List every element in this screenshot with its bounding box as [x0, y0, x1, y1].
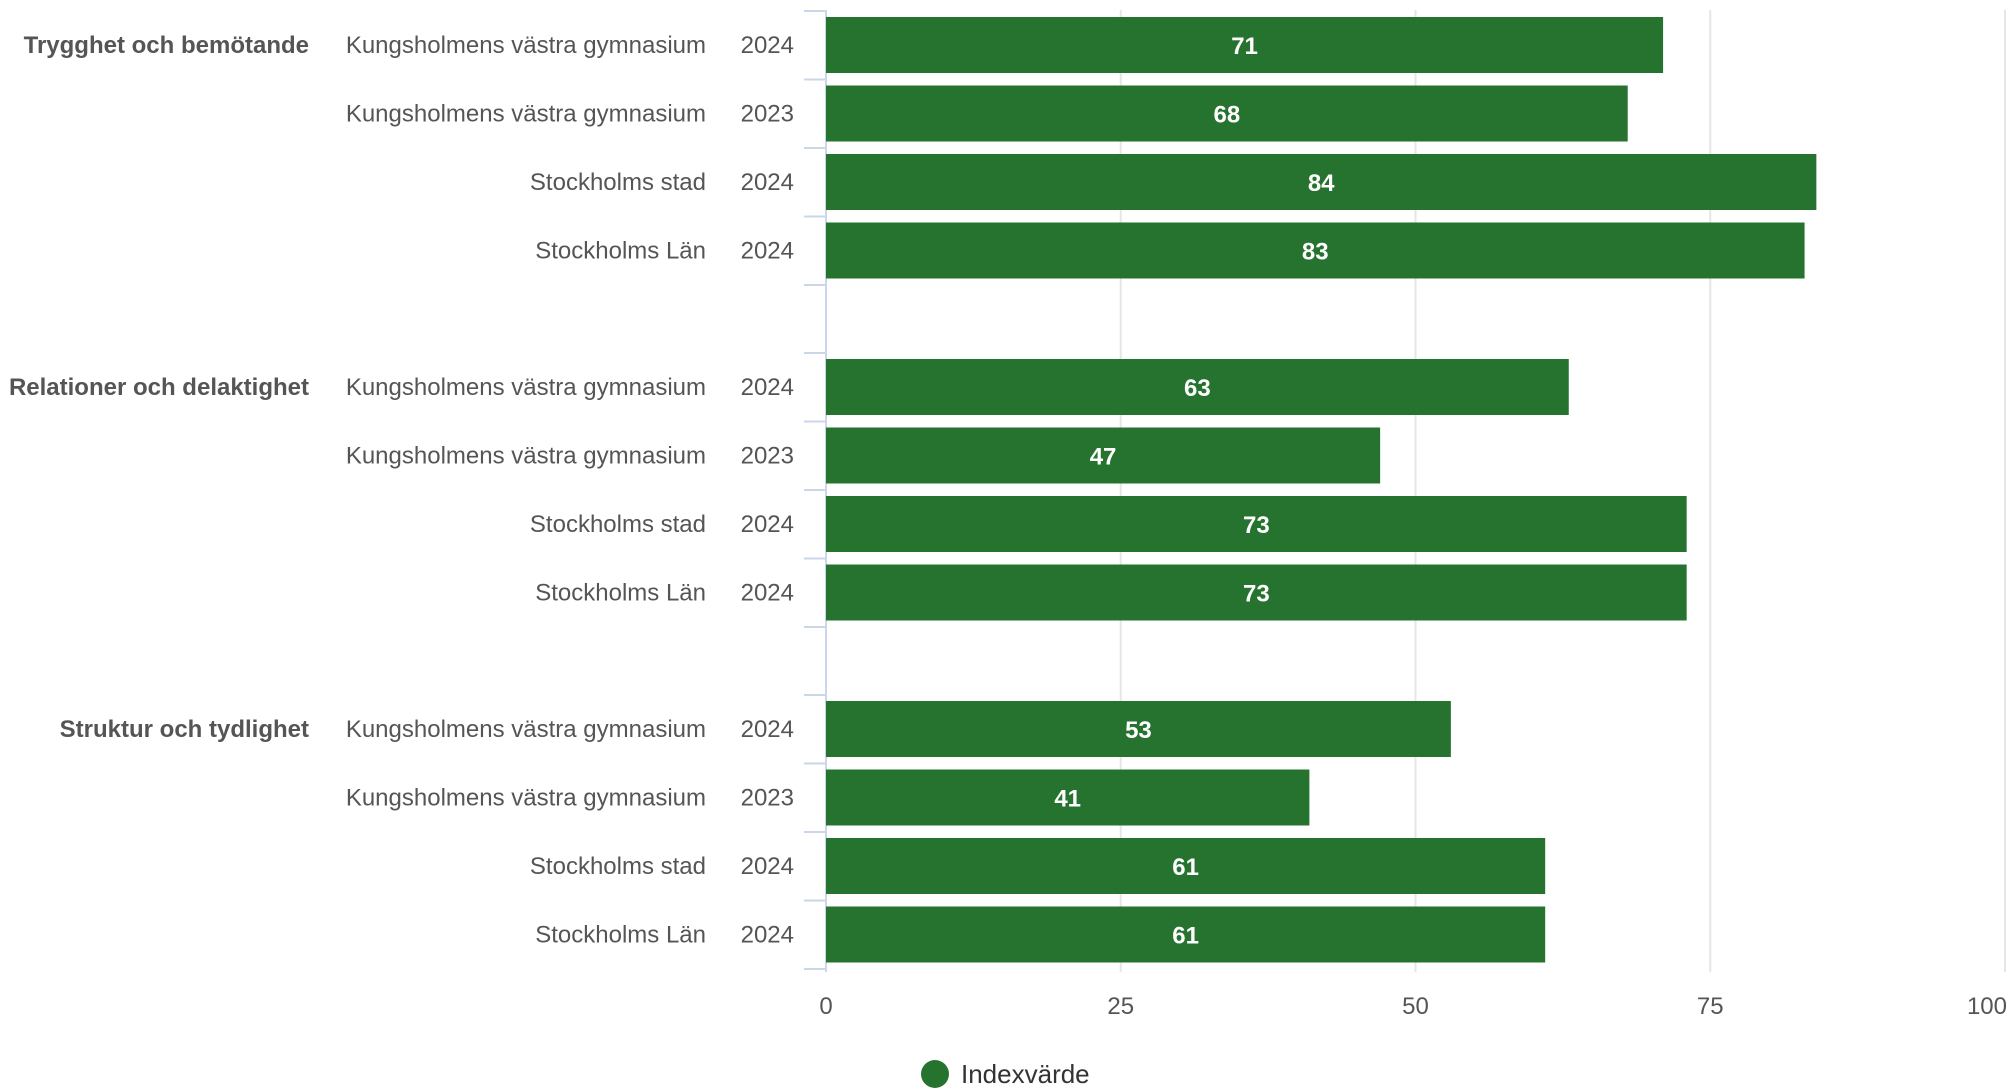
year-label: 2024	[741, 169, 794, 196]
entity-label: Stockholms stad	[530, 169, 706, 196]
bar-value-label: 61	[1172, 923, 1199, 950]
bar	[826, 496, 1687, 552]
year-label: 2024	[741, 511, 794, 538]
year-label: 2023	[741, 101, 794, 128]
group-label: Relationer och delaktighet	[9, 374, 309, 401]
bar-value-label: 41	[1054, 786, 1081, 813]
bar	[826, 427, 1381, 484]
entity-label: Kungsholmens västra gymnasium	[346, 785, 706, 812]
year-label: 2024	[741, 716, 794, 743]
year-label: 2024	[741, 238, 794, 265]
entity-label: Kungsholmens västra gymnasium	[346, 101, 706, 128]
bar	[826, 701, 1451, 757]
bar	[826, 906, 1546, 963]
entity-label: Kungsholmens västra gymnasium	[346, 716, 706, 743]
bar	[826, 769, 1310, 826]
x-tick-label: 100	[1967, 993, 2007, 1020]
entity-label: Stockholms Län	[535, 580, 706, 607]
x-tick-label: 50	[1402, 993, 1429, 1020]
year-label: 2024	[741, 374, 794, 401]
year-label: 2024	[741, 922, 794, 949]
group-label: Struktur och tydlighet	[60, 716, 309, 743]
bar-value-label: 84	[1308, 170, 1335, 197]
bar-value-label: 73	[1243, 512, 1270, 539]
entity-label: Stockholms stad	[530, 511, 706, 538]
x-tick-label: 0	[819, 993, 832, 1020]
legend-marker	[921, 1060, 949, 1088]
year-label: 2023	[741, 785, 794, 812]
entity-label: Kungsholmens västra gymnasium	[346, 374, 706, 401]
bar	[826, 154, 1817, 210]
bar	[826, 359, 1569, 415]
bar	[826, 564, 1687, 621]
bar-value-label: 68	[1214, 102, 1241, 129]
x-axis-ticks: 0 25 50 75 100	[819, 993, 2007, 1020]
legend-label: Indexvärde	[961, 1059, 1090, 1088]
bar	[826, 838, 1546, 894]
y-axis	[804, 10, 827, 972]
bar-value-label: 71	[1231, 33, 1258, 60]
bar-value-label: 47	[1090, 444, 1117, 471]
year-label: 2024	[741, 580, 794, 607]
x-tick-label: 25	[1107, 993, 1134, 1020]
entity-label: Kungsholmens västra gymnasium	[346, 32, 706, 59]
bar-value-label: 61	[1172, 854, 1199, 881]
year-label: 2024	[741, 853, 794, 880]
bar	[826, 222, 1805, 279]
entity-label: Stockholms Län	[535, 922, 706, 949]
bar-value-label: 63	[1184, 375, 1211, 402]
legend[interactable]: Indexvärde	[921, 1059, 1090, 1088]
entity-label: Stockholms Län	[535, 238, 706, 265]
bar	[826, 17, 1664, 73]
bar-value-label: 73	[1243, 581, 1270, 608]
x-tick-label: 75	[1697, 993, 1724, 1020]
bar	[826, 85, 1628, 142]
year-label: 2023	[741, 443, 794, 470]
bars: 71 68 84 83 63 47 73 73 53 41 61 61	[826, 17, 1817, 963]
entity-label: Stockholms stad	[530, 853, 706, 880]
group-label: Trygghet och bemötande	[24, 32, 309, 59]
bar-value-label: 83	[1302, 239, 1329, 266]
year-label: 2024	[741, 32, 794, 59]
bar-value-label: 53	[1125, 717, 1152, 744]
category-labels: Kungsholmens västra gymnasium 2024 Kungsho…	[9, 32, 794, 949]
entity-label: Kungsholmens västra gymnasium	[346, 443, 706, 470]
